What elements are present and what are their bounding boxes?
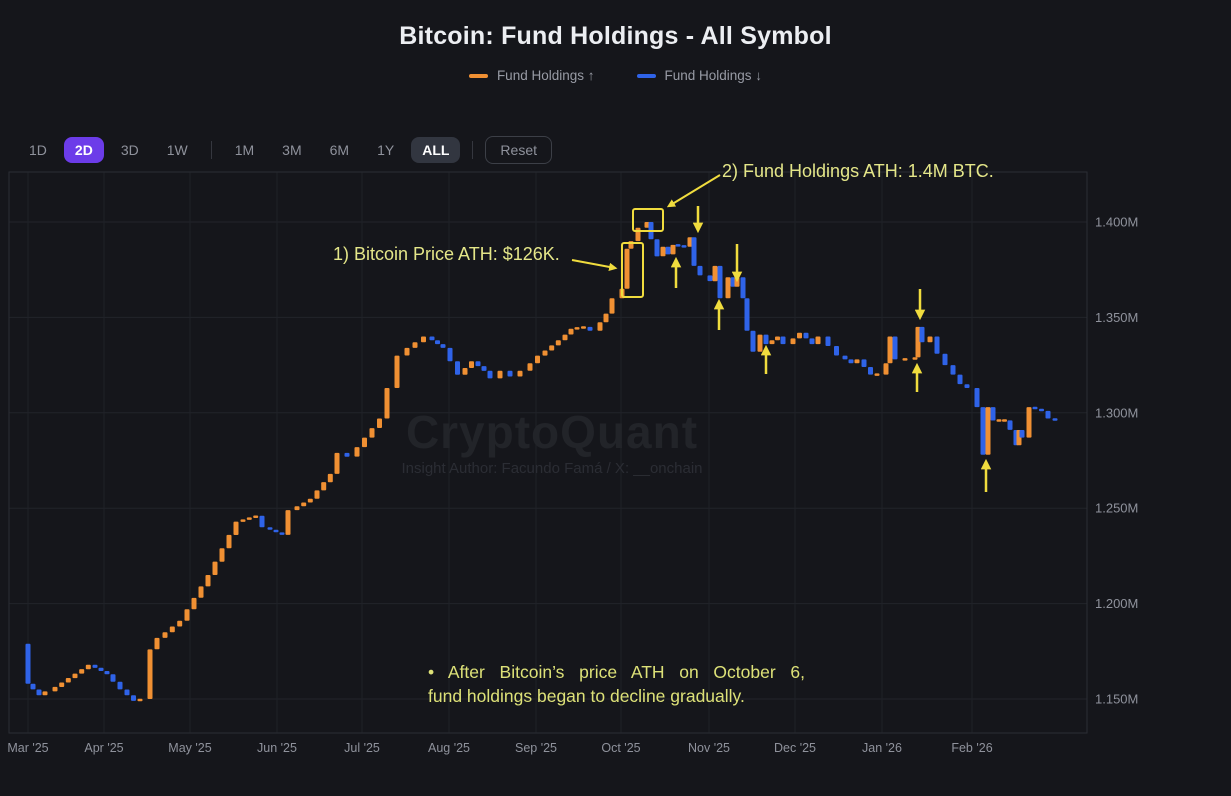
page-title: Bitcoin: Fund Holdings - All Symbol: [399, 22, 832, 50]
range-1w[interactable]: 1W: [166, 142, 188, 158]
range-1m[interactable]: 1M: [234, 142, 255, 158]
svg-text:Feb '26: Feb '26: [951, 741, 992, 755]
range-2d[interactable]: 2D: [63, 137, 104, 163]
candles: [25, 222, 1058, 702]
legend-swatch-down-icon: [636, 73, 656, 78]
annotation-arrows: [571, 174, 992, 492]
svg-text:Jul '25: Jul '25: [344, 741, 380, 755]
range-all[interactable]: ALL: [411, 137, 461, 163]
svg-text:Oct '25: Oct '25: [601, 741, 640, 755]
range-3d[interactable]: 3D: [120, 142, 139, 158]
reset-button[interactable]: Reset: [485, 136, 552, 164]
svg-text:1.300M: 1.300M: [1095, 405, 1138, 420]
annotation-fund-ath: 2) Fund Holdings ATH: 1.4M BTC.: [722, 161, 994, 181]
svg-text:1.250M: 1.250M: [1095, 501, 1138, 516]
bullet-line-2: fund holdings began to decline gradually…: [428, 685, 745, 706]
svg-text:Sep '25: Sep '25: [515, 741, 557, 755]
chart-legend: Fund Holdings ↑ Fund Holdings ↓: [0, 68, 1231, 83]
svg-text:Mar '25: Mar '25: [7, 741, 48, 755]
toolbar-divider: [210, 141, 212, 159]
range-6m[interactable]: 6M: [329, 142, 350, 158]
svg-text:Nov '25: Nov '25: [688, 741, 730, 755]
svg-text:1.400M: 1.400M: [1095, 215, 1138, 230]
range-1d[interactable]: 1D: [29, 142, 47, 158]
svg-text:Jan '26: Jan '26: [862, 741, 902, 755]
svg-text:Apr '25: Apr '25: [84, 741, 123, 755]
legend-swatch-up-icon: [468, 73, 488, 78]
legend-label-down: Fund Holdings ↓: [664, 68, 763, 83]
svg-text:Dec '25: Dec '25: [774, 741, 816, 755]
toolbar-divider: [472, 141, 474, 159]
legend-item-fund-holdings-down[interactable]: Fund Holdings ↓: [636, 68, 763, 83]
axis-labels: 1.400M 1.350M 1.300M 1.250M 1.200M 1.150M Mar …: [7, 215, 1138, 756]
svg-text:Aug '25: Aug '25: [428, 741, 470, 755]
svg-text:1.200M: 1.200M: [1095, 596, 1138, 611]
legend-item-fund-holdings-up[interactable]: Fund Holdings ↑: [468, 68, 595, 83]
bullet-line-1: • After Bitcoin’s price ATH on October 6…: [428, 662, 805, 682]
annotation-bullet: • After Bitcoin’s price ATH on October 6…: [428, 661, 805, 708]
legend-label-up: Fund Holdings ↑: [496, 68, 595, 83]
svg-text:May '25: May '25: [168, 741, 211, 755]
annotation-price-ath: 1) Bitcoin Price ATH: $126K.: [333, 244, 560, 264]
range-1y[interactable]: 1Y: [377, 142, 395, 158]
svg-text:1.350M: 1.350M: [1095, 310, 1138, 325]
svg-text:1.150M: 1.150M: [1095, 692, 1138, 707]
range-3m[interactable]: 3M: [282, 142, 302, 158]
svg-text:Jun '25: Jun '25: [257, 741, 297, 755]
timerange-toolbar: 1D 2D 3D 1W 1M 3M 6M 1Y ALL Reset: [18, 135, 552, 165]
